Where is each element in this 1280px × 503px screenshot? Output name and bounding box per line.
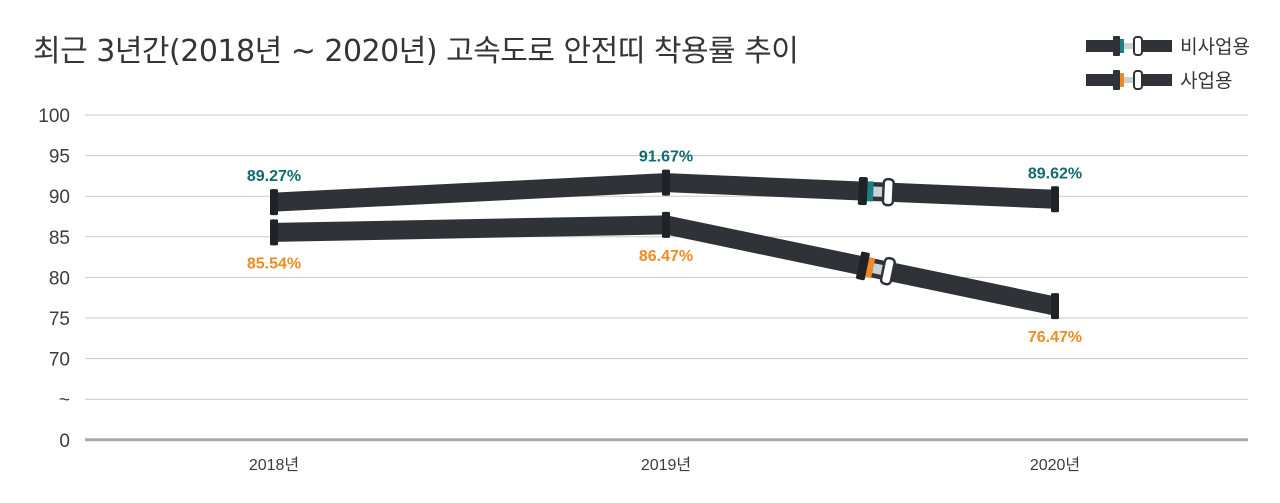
y-tick-label: 70 [49,350,70,371]
data-label: 91.67% [639,149,693,166]
y-tick-label: 0 [59,431,70,452]
series-0-point [662,169,670,196]
data-label: 86.47% [639,248,693,265]
series-0-segment [273,173,667,212]
chart-title: 최근 3년간(2018년 ~ 2020년) 고속도로 안전띠 착용률 추이 [33,34,799,69]
y-tick-label: 95 [49,147,70,168]
y-tick-label: 85 [49,228,70,249]
x-tick-label: 2018년 [249,456,299,474]
y-tick-label: 80 [49,268,70,289]
data-label: 89.62% [1028,165,1082,182]
data-label: 85.54% [247,255,301,272]
x-tick-label: 2019년 [641,456,691,474]
legend-item-series-0: 비사업용 [1086,28,1250,62]
series-0-point [1051,186,1059,213]
series-1-point [270,219,278,246]
legend-label: 사업용 [1180,69,1233,92]
legend-item-series-1: 사업용 [1086,62,1250,96]
series-0-point [270,189,278,216]
legend-label: 비사업용 [1180,35,1250,58]
seatbelt-icon [1086,36,1173,56]
series-0-buckle [857,176,895,207]
series-1-buckle [856,251,896,286]
y-tick-label: 90 [49,187,70,208]
y-tick-label: 100 [38,106,70,127]
y-tick-label: 75 [49,309,70,330]
series-1-point [1051,293,1059,320]
data-label: 76.47% [1028,329,1082,346]
series-1-point [662,211,670,238]
y-tick-label: ~ [59,390,70,411]
legend: 비사업용 사업용 [1086,28,1250,96]
data-label: 89.27% [247,168,301,185]
x-tick-label: 2020년 [1030,456,1080,474]
seatbelt-icon [1086,70,1173,90]
series-1-segment [273,215,667,242]
